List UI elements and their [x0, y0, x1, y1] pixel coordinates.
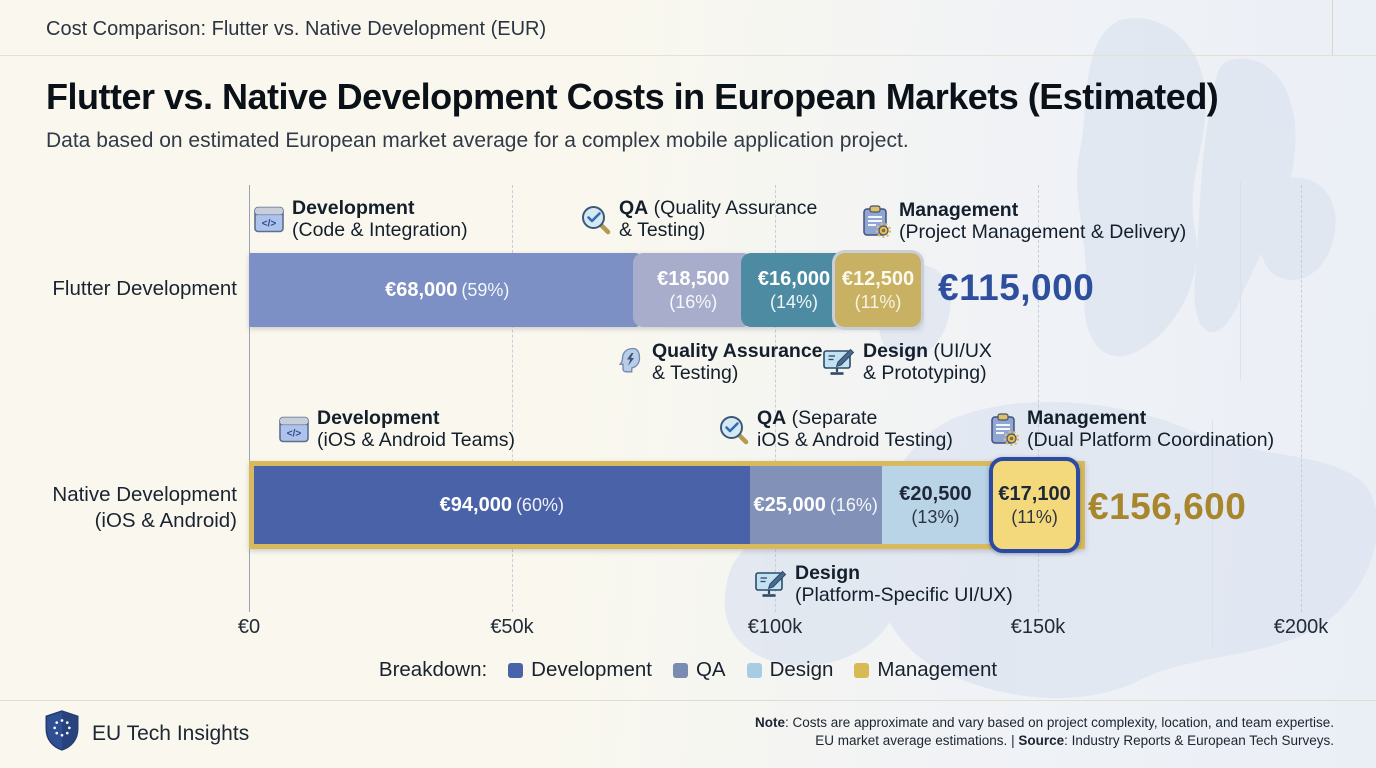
y-axis-line	[249, 185, 250, 612]
clipboard-gear-icon	[862, 204, 891, 238]
annotation-flutter-management: Management (Project Management & Deliver…	[862, 199, 1186, 243]
total-flutter: €115,000	[938, 267, 1095, 308]
eu-shield-logo	[44, 710, 80, 757]
x-tick-100k: €100k	[747, 616, 803, 638]
breadcrumb: Cost Comparison: Flutter vs. Native Deve…	[46, 18, 547, 40]
x-tick-50k: €50k	[490, 616, 534, 638]
brand-name: EU Tech Insights	[92, 721, 250, 745]
legend-swatch-development	[508, 662, 524, 678]
x-tick-200k: €200k	[1273, 616, 1329, 638]
header-corner-divider	[1332, 0, 1333, 55]
svg-text:</>: </>	[287, 428, 302, 439]
annotation-flutter-development: </> Development (Code & Integration)	[254, 197, 468, 241]
code-window-icon: </>	[254, 206, 284, 233]
gridline-50k	[512, 185, 513, 612]
brand: EU Tech Insights	[44, 710, 249, 757]
page-subtitle: Data based on estimated European market …	[46, 129, 909, 152]
annotation-flutter-design: Design (UI/UX & Prototyping)	[822, 340, 992, 384]
annotation-native-design: Design (Platform-Specific UI/UX)	[754, 562, 1013, 606]
bar-segment-native-management: €17,100 (11%)	[989, 457, 1080, 553]
legend-swatch-management	[854, 662, 870, 678]
annotation-flutter-quality-assurance: Quality Assurance & Testing)	[618, 340, 823, 384]
head-lightning-icon	[618, 347, 644, 377]
gridline-100k	[775, 185, 776, 612]
bar-flutter-development: €68,000 (59%) €18,500 (16%) €16,000 (14%) €12,…	[249, 253, 921, 327]
legend-item-design: Design	[746, 658, 833, 682]
bar-segment-flutter-design: €16,000 (14%)	[740, 253, 848, 327]
bar-segment-flutter-qa: €18,500 (16%)	[633, 253, 753, 327]
annotation-native-qa: QA (Separate iOS & Android Testing)	[718, 407, 953, 451]
europe-map-background	[724, 18, 1376, 699]
bar-segment-flutter-development: €68,000 (59%)	[249, 253, 646, 327]
row-label-native: Native Development (iOS & Android)	[52, 483, 237, 532]
monitor-pencil-icon	[822, 348, 855, 377]
annotation-native-development: </> Development (iOS & Android Teams)	[279, 407, 515, 451]
background-texture-line	[1212, 420, 1213, 650]
header-divider	[0, 55, 1376, 56]
footnote-line-2: EU market average estimations. | Source:…	[815, 732, 1334, 748]
x-tick-0: €0	[237, 616, 261, 638]
legend: Breakdown: Development QA Design Managem…	[0, 658, 1376, 682]
background-texture-line	[1240, 180, 1241, 380]
gridline-150k	[1038, 185, 1039, 612]
page-title: Flutter vs. Native Development Costs in …	[46, 76, 1219, 117]
footnote: Note: Costs are approximate and vary bas…	[755, 714, 1334, 749]
legend-item-development: Development	[508, 658, 652, 682]
footer-divider	[0, 700, 1376, 701]
footnote-line-1: Note: Costs are approximate and vary bas…	[754, 715, 1334, 730]
legend-swatch-design	[746, 662, 762, 678]
bar-segment-native-qa: €25,000 (16%)	[749, 466, 882, 544]
legend-prefix: Breakdown:	[378, 658, 488, 681]
legend-item-management: Management	[854, 658, 997, 682]
code-window-icon: </>	[279, 416, 309, 443]
magnifier-check-icon	[580, 204, 611, 235]
bar-segment-native-development: €94,000 (60%)	[254, 466, 750, 544]
magnifier-check-icon	[718, 414, 749, 445]
svg-text:</>: </>	[262, 218, 277, 229]
row-label-flutter: Flutter Development	[52, 277, 237, 300]
legend-swatch-qa	[672, 662, 688, 678]
clipboard-gear-icon	[990, 412, 1019, 446]
total-native: €156,600	[1088, 486, 1247, 527]
gridline-200k	[1301, 185, 1302, 612]
annotation-native-management: Management (Dual Platform Coordination)	[990, 407, 1274, 451]
bar-segment-native-design: €20,500 (13%)	[881, 466, 990, 544]
bar-segment-flutter-management: €12,500 (11%)	[835, 253, 921, 327]
bar-native-development: €94,000 (60%) €25,000 (16%) €20,500 (13%) €17,…	[249, 457, 1085, 553]
monitor-pencil-icon	[754, 570, 787, 599]
x-tick-150k: €150k	[1010, 616, 1066, 638]
annotation-flutter-qa: QA (Quality Assurance & Testing)	[580, 197, 817, 241]
legend-item-qa: QA	[672, 658, 726, 682]
